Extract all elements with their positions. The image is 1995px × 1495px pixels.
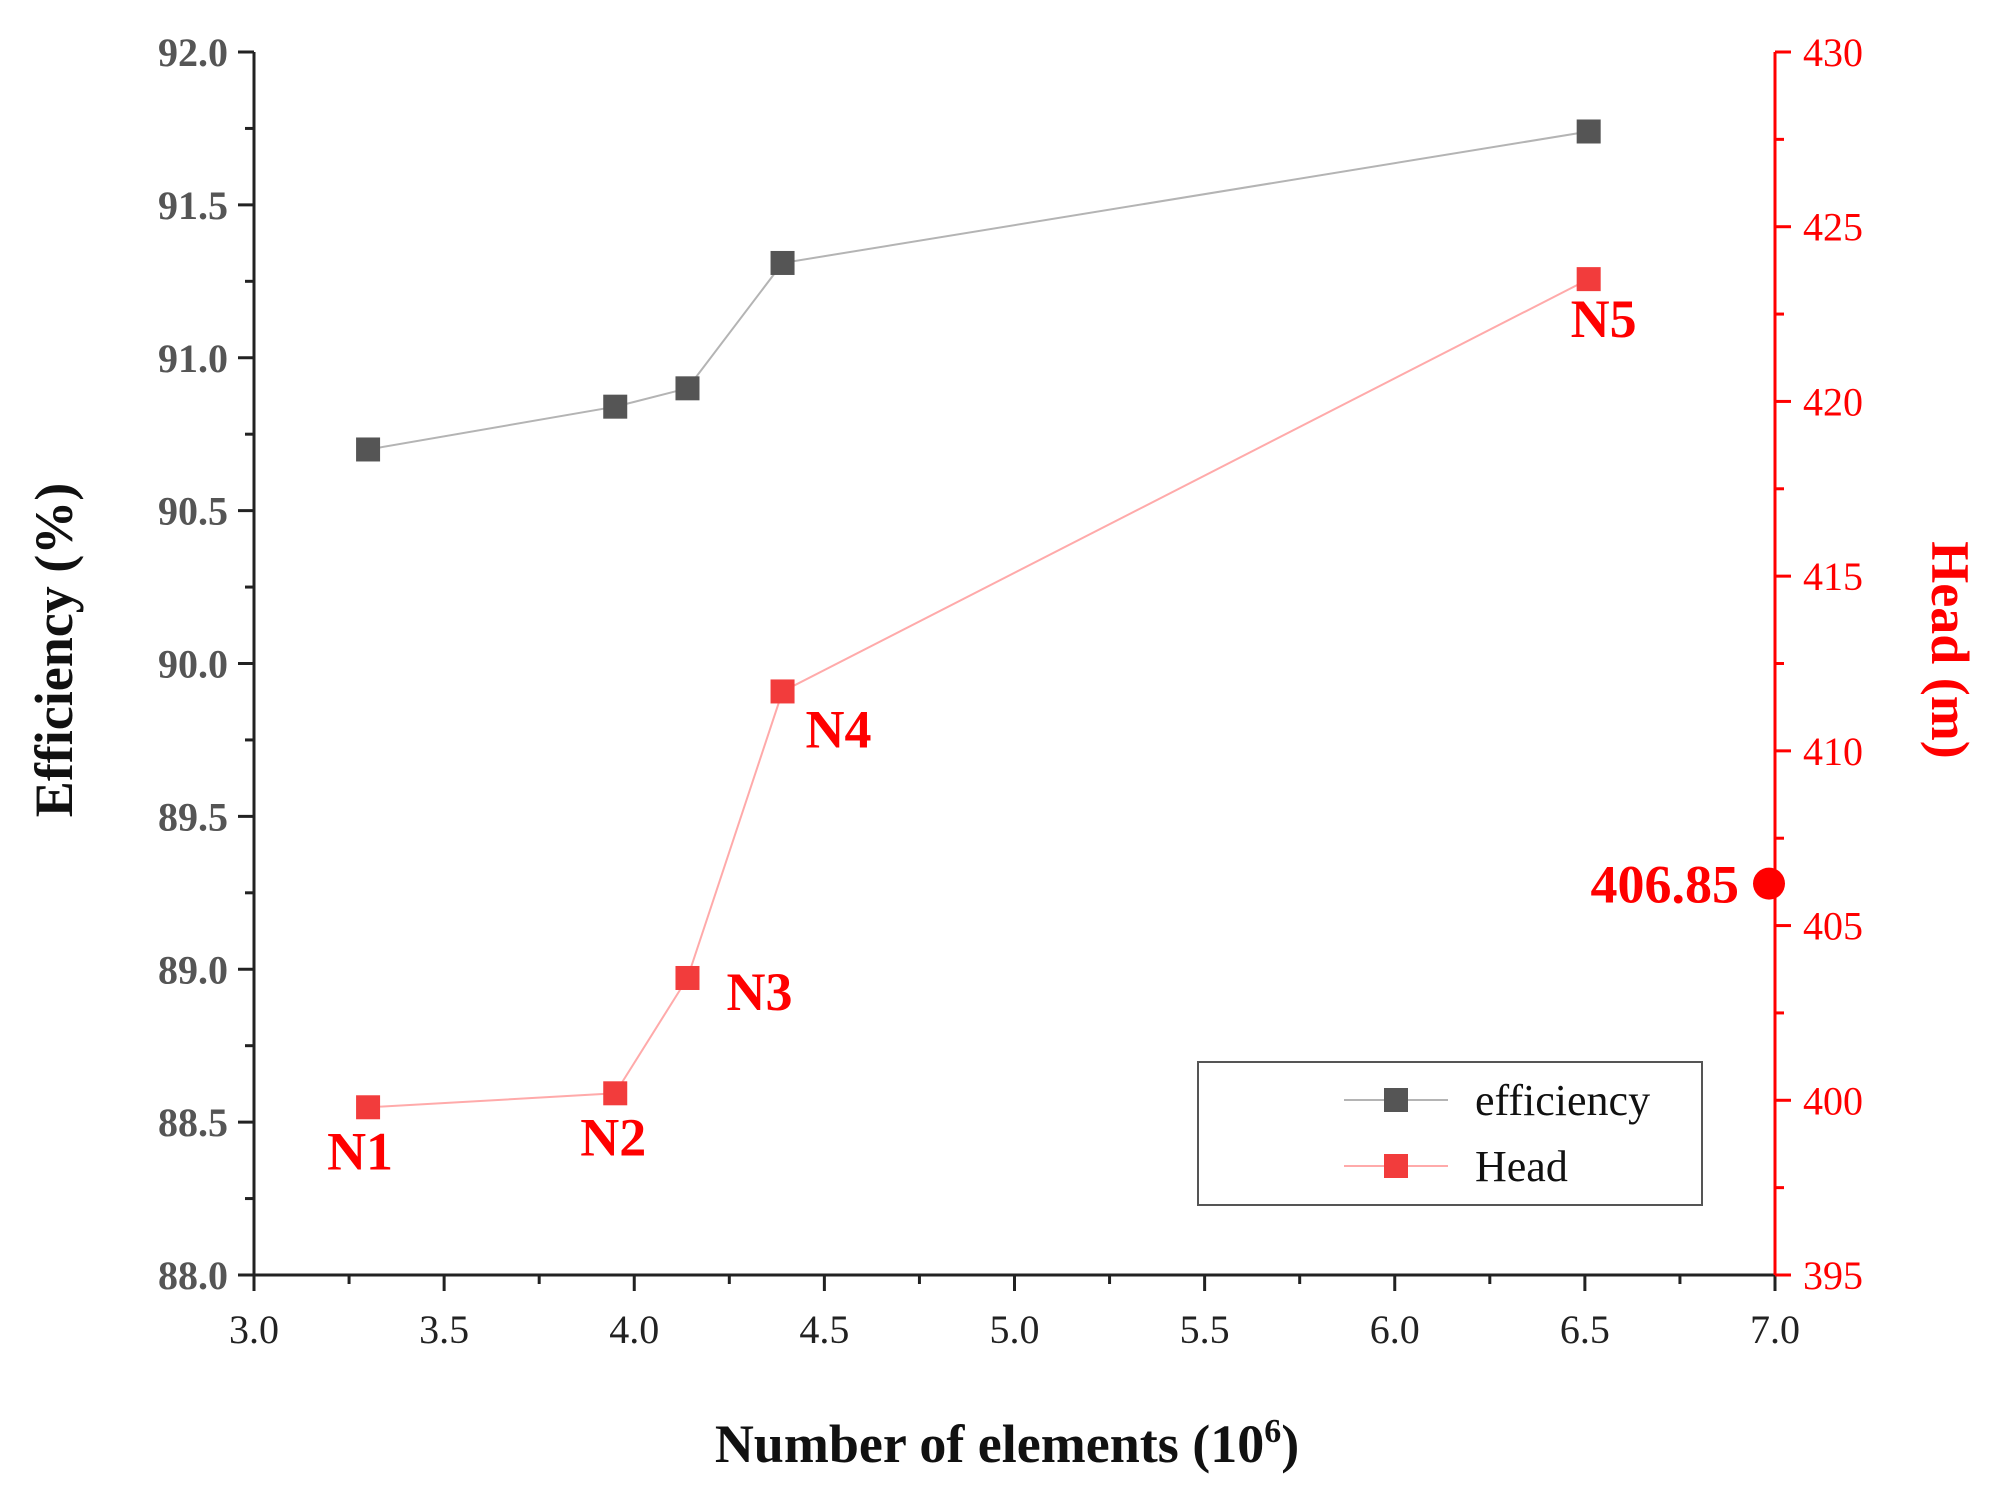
y-left-tick-label: 91.5 — [158, 183, 228, 228]
y-left-tick-label: 89.5 — [158, 794, 228, 839]
y-right-tick-label: 410 — [1803, 729, 1863, 774]
y-left-tick-label: 88.5 — [158, 1100, 228, 1145]
data-point-head — [1576, 267, 1601, 292]
x-tick-label: 4.5 — [799, 1307, 849, 1352]
annotation-label: 406.85 — [1591, 855, 1740, 915]
series-line-efficiency — [367, 130, 1589, 451]
y-left-tick-label: 91.0 — [158, 336, 228, 381]
data-point-head — [675, 965, 700, 990]
x-tick-label: 6.0 — [1370, 1307, 1420, 1352]
y-right-tick-label: 430 — [1803, 30, 1863, 75]
series-lines — [367, 130, 1590, 1109]
data-point-efficiency — [675, 376, 700, 401]
point-label-n4: N4 — [806, 699, 872, 759]
legend-head-label: Head — [1475, 1142, 1568, 1191]
x-tick-label: 5.0 — [990, 1307, 1040, 1352]
point-label-n2: N2 — [580, 1107, 646, 1167]
y-left-tick-label: 89.0 — [158, 947, 228, 992]
y-left-tick-label: 88.0 — [158, 1253, 228, 1298]
y-right-tick-label: 425 — [1803, 205, 1863, 250]
axes: 3.0 3.5 4.0 4.5 5.0 5.5 6.0 6.5 7.0 88.0 88.5 89.0 8… — [158, 30, 1863, 1352]
legend-efficiency-marker — [1384, 1088, 1408, 1112]
point-labels: N1 N2 N3 N4 N5 — [327, 289, 1637, 1181]
data-point-head — [356, 1095, 381, 1120]
y-right-tick-label: 400 — [1803, 1078, 1863, 1123]
data-point-efficiency — [770, 250, 795, 275]
y-right-tick-label: 405 — [1803, 904, 1863, 949]
point-label-n1: N1 — [327, 1121, 393, 1181]
series-line-head — [368, 278, 1590, 1109]
legend-box — [1197, 1061, 1703, 1206]
y-right-tick-label: 415 — [1803, 554, 1863, 599]
x-axis-title-sup: 6 — [1264, 1413, 1281, 1450]
point-label-n3: N3 — [726, 962, 792, 1022]
series-points — [356, 119, 1601, 1120]
x-axis-title-end: ) — [1281, 1414, 1299, 1474]
x-tick-label: 4.0 — [609, 1307, 659, 1352]
y-left-tick-label: 90.5 — [158, 489, 228, 534]
y-left-axis-title: Efficiency (%) — [24, 483, 84, 817]
x-axis-title-main: Number of elements (10 — [715, 1414, 1264, 1474]
y-left-tick-label: 92.0 — [158, 30, 228, 75]
legend-efficiency-label: efficiency — [1475, 1076, 1650, 1125]
y-right-tick-label: 420 — [1803, 379, 1863, 424]
x-tick-label: 5.5 — [1180, 1307, 1230, 1352]
legend-head-marker — [1384, 1154, 1408, 1178]
y-right-axis-title: Head (m) — [1920, 541, 1980, 758]
legend: efficiency Head — [1197, 1061, 1703, 1206]
x-tick-label: 3.5 — [419, 1307, 469, 1352]
x-tick-label: 6.5 — [1560, 1307, 1610, 1352]
x-tick-label: 3.0 — [229, 1307, 279, 1352]
annotation-marker — [1753, 867, 1785, 900]
x-tick-label: 7.0 — [1750, 1307, 1800, 1352]
data-point-efficiency — [356, 437, 381, 462]
y-left-tick-label: 90.0 — [158, 642, 228, 687]
data-point-efficiency — [603, 394, 628, 419]
data-point-head — [770, 679, 795, 704]
y-right-tick-label: 395 — [1803, 1253, 1863, 1298]
x-axis-title: Number of elements (106) — [715, 1413, 1299, 1474]
data-point-head — [603, 1081, 628, 1106]
annotation: 406.85 — [1591, 855, 1785, 915]
point-label-n5: N5 — [1571, 289, 1637, 349]
data-point-efficiency — [1576, 119, 1601, 144]
